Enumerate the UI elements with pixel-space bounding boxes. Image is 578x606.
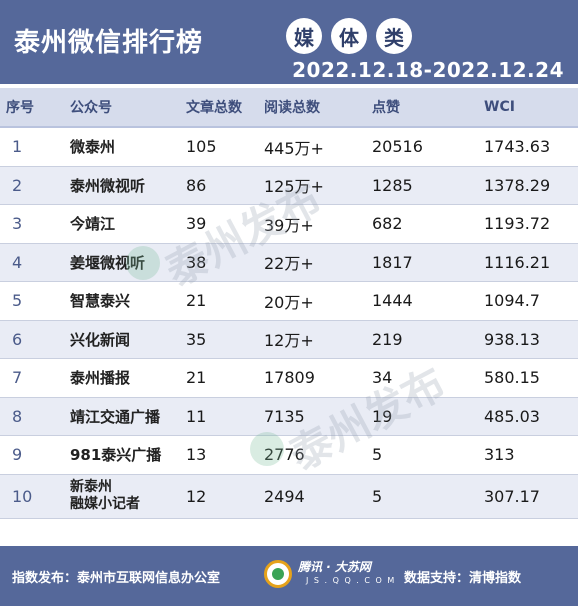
account-name-cell: 姜堰微视听 bbox=[70, 253, 146, 272]
reads-cell: 22万+ bbox=[264, 254, 314, 274]
publisher-text: 指数发布：泰州市互联网信息办公室 bbox=[12, 571, 221, 586]
articles-cell: 86 bbox=[186, 175, 207, 195]
account-name-line: 融媒小记者 bbox=[70, 496, 140, 512]
account-name-cell: 微泰州 bbox=[70, 138, 116, 157]
wci-cell: 938.13 bbox=[484, 329, 540, 349]
account-name-cell: 今靖江 bbox=[70, 215, 116, 234]
column-header-wci: WCI bbox=[484, 99, 515, 115]
table-row: 2 泰州微视听 86 125万+ 1285 1378.29 bbox=[0, 166, 578, 205]
account-name-line: 新泰州 bbox=[70, 479, 112, 495]
articles-cell: 12 bbox=[186, 486, 207, 506]
table-row: 8 靖江交通广播 11 7135 19 485.03 bbox=[0, 397, 578, 436]
brand-url: J S . Q Q . C O M bbox=[306, 576, 396, 585]
articles-cell: 105 bbox=[186, 137, 217, 157]
wci-cell: 1743.63 bbox=[484, 137, 551, 157]
column-header-articles: 文章总数 bbox=[186, 100, 242, 116]
wci-cell: 307.17 bbox=[484, 486, 540, 506]
rank-cell: 3 bbox=[12, 214, 23, 234]
footer-banner: 指数发布：泰州市互联网信息办公室 腾讯 · 大苏网 J S . Q Q . C … bbox=[0, 546, 578, 606]
table-row: 4 姜堰微视听 38 22万+ 1817 1116.21 bbox=[0, 243, 578, 282]
likes-cell: 219 bbox=[372, 329, 403, 349]
likes-cell: 34 bbox=[372, 368, 393, 388]
wci-cell: 1094.7 bbox=[484, 291, 540, 311]
table-row: 1 微泰州 105 445万+ 20516 1743.63 bbox=[0, 128, 578, 167]
table-row: 6 兴化新闻 35 12万+ 219 938.13 bbox=[0, 320, 578, 359]
rank-cell: 2 bbox=[12, 175, 23, 195]
category-badges: 媒 体 类 bbox=[286, 18, 412, 54]
reads-cell: 20万+ bbox=[264, 292, 314, 312]
account-name-cell: 兴化新闻 bbox=[70, 330, 131, 349]
articles-cell: 21 bbox=[186, 368, 207, 388]
rank-cell: 8 bbox=[12, 406, 23, 426]
page-title: 泰州微信排行榜 bbox=[14, 28, 204, 58]
rank-cell: 10 bbox=[12, 486, 33, 506]
likes-cell: 5 bbox=[372, 486, 383, 506]
reads-cell: 445万+ bbox=[264, 138, 324, 158]
rank-cell: 7 bbox=[12, 368, 23, 388]
articles-cell: 35 bbox=[186, 329, 207, 349]
date-range: 2022.12.18-2022.12.24 bbox=[292, 58, 564, 82]
rank-cell: 4 bbox=[12, 252, 23, 272]
account-name-cell: 靖江交通广播 bbox=[70, 407, 161, 426]
reads-cell: 7135 bbox=[264, 406, 305, 426]
articles-cell: 13 bbox=[186, 445, 207, 465]
reads-cell: 125万+ bbox=[264, 177, 324, 197]
table-row: 5 智慧泰兴 21 20万+ 1444 1094.7 bbox=[0, 282, 578, 321]
articles-cell: 11 bbox=[186, 406, 207, 426]
wci-cell: 485.03 bbox=[484, 406, 540, 426]
likes-cell: 20516 bbox=[372, 137, 423, 157]
table-row: 3 今靖江 39 39万+ 682 1193.72 bbox=[0, 205, 578, 244]
articles-cell: 39 bbox=[186, 214, 207, 234]
wci-cell: 580.15 bbox=[484, 368, 540, 388]
likes-cell: 5 bbox=[372, 445, 383, 465]
tencent-dasu-logo-icon bbox=[264, 560, 292, 588]
column-header-rank: 序号 bbox=[6, 100, 34, 116]
column-header-likes: 点赞 bbox=[372, 100, 400, 116]
account-name-cell: 新泰州 融媒小记者 bbox=[70, 479, 178, 513]
brand-name: 腾讯 · 大苏网 bbox=[298, 560, 371, 574]
wci-cell: 1116.21 bbox=[484, 252, 551, 272]
column-header-reads: 阅读总数 bbox=[264, 100, 320, 116]
reads-cell: 39万+ bbox=[264, 215, 314, 235]
rank-cell: 6 bbox=[12, 329, 23, 349]
category-badge: 类 bbox=[376, 18, 412, 54]
likes-cell: 1285 bbox=[372, 175, 413, 195]
ranking-table: 序号 公众号 文章总数 阅读总数 点赞 WCI 1 微泰州 105 445万+ … bbox=[0, 88, 578, 519]
account-name-cell: 泰州微视听 bbox=[70, 176, 146, 195]
articles-cell: 38 bbox=[186, 252, 207, 272]
account-name-cell: 智慧泰兴 bbox=[70, 292, 131, 311]
table-row: 10 新泰州 融媒小记者 12 2494 5 307.17 bbox=[0, 474, 578, 519]
table-row: 7 泰州播报 21 17809 34 580.15 bbox=[0, 359, 578, 398]
reads-cell: 12万+ bbox=[264, 331, 314, 351]
wci-cell: 1378.29 bbox=[484, 175, 551, 195]
column-header-account: 公众号 bbox=[70, 100, 112, 116]
reads-cell: 2776 bbox=[264, 445, 305, 465]
header-banner: 泰州微信排行榜 媒 体 类 2022.12.18-2022.12.24 bbox=[0, 0, 578, 84]
category-badge: 体 bbox=[331, 18, 367, 54]
wci-cell: 313 bbox=[484, 445, 515, 465]
likes-cell: 682 bbox=[372, 214, 403, 234]
account-name-cell: 泰州播报 bbox=[70, 369, 131, 388]
likes-cell: 1444 bbox=[372, 291, 413, 311]
table-row: 9 981泰兴广播 13 2776 5 313 bbox=[0, 436, 578, 475]
reads-cell: 17809 bbox=[264, 368, 315, 388]
account-name-cell: 981泰兴广播 bbox=[70, 446, 162, 465]
reads-cell: 2494 bbox=[264, 486, 305, 506]
articles-cell: 21 bbox=[186, 291, 207, 311]
table-header: 序号 公众号 文章总数 阅读总数 点赞 WCI bbox=[0, 88, 578, 128]
rank-cell: 9 bbox=[12, 445, 23, 465]
rank-cell: 5 bbox=[12, 291, 23, 311]
category-badge: 媒 bbox=[286, 18, 322, 54]
likes-cell: 1817 bbox=[372, 252, 413, 272]
data-support-text: 数据支持：清博指数 bbox=[404, 571, 522, 586]
wci-cell: 1193.72 bbox=[484, 214, 551, 234]
rank-cell: 1 bbox=[12, 137, 23, 157]
likes-cell: 19 bbox=[372, 406, 393, 426]
